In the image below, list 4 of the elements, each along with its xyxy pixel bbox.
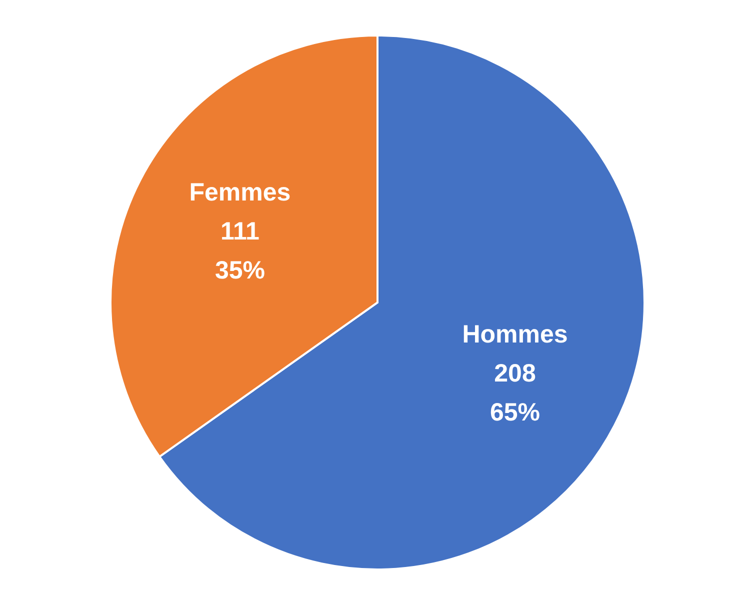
slice-label: Hommes [462, 320, 568, 349]
data-label: 208 65% [490, 360, 540, 427]
data-label: 111 35% [214, 217, 265, 284]
slice-label: Femmes [189, 178, 291, 206]
